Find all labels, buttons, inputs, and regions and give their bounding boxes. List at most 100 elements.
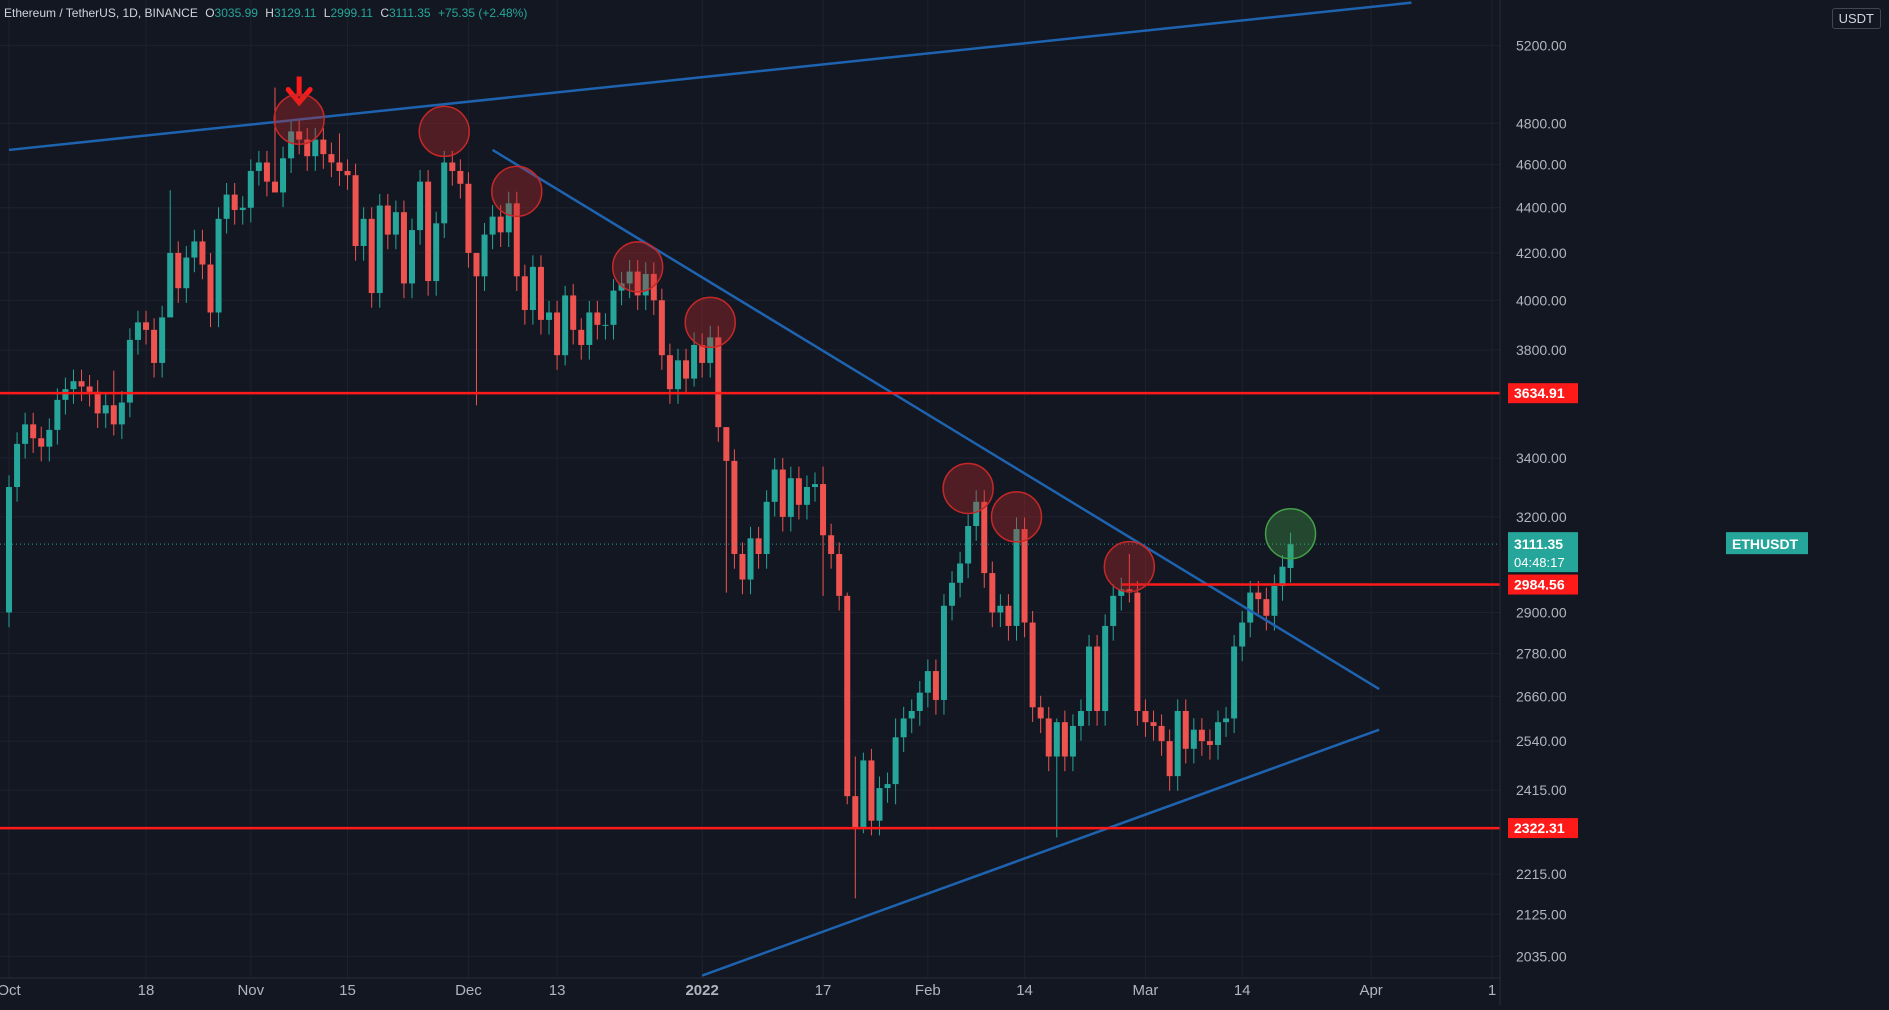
high-label: H <box>265 6 274 20</box>
candle-down <box>828 535 835 554</box>
y-tick-label: 2125.00 <box>1516 906 1567 922</box>
candle-down <box>650 273 657 301</box>
candle-up <box>6 487 12 613</box>
candle-up <box>860 760 867 830</box>
candle-up <box>747 538 754 580</box>
candle-down <box>263 162 270 182</box>
arrow-down-icon <box>285 76 313 107</box>
candle-down <box>723 427 730 461</box>
candle-up <box>126 339 133 403</box>
y-tick-label: 5200.00 <box>1516 38 1567 54</box>
candle-up <box>1013 529 1020 626</box>
candle-up <box>1069 725 1076 757</box>
candle-down <box>1094 646 1101 712</box>
candle-down <box>384 205 391 235</box>
candle-down <box>465 183 472 253</box>
trendline-descending-resistance[interactable] <box>491 148 1380 691</box>
candle-up <box>191 241 198 258</box>
symbol-legend: Ethereum / TetherUS, 1D, BINANCE O3035.9… <box>4 6 527 20</box>
x-tick-label: Feb <box>915 982 941 999</box>
candle-up <box>965 526 972 564</box>
candle-up <box>288 131 295 159</box>
candle-up <box>787 478 794 517</box>
candle-down <box>1021 529 1028 623</box>
candle-down <box>400 212 407 284</box>
trendline-upper-channel[interactable] <box>8 1 1412 152</box>
currency-button[interactable]: USDT <box>1831 8 1881 29</box>
x-tick-label: 18 <box>138 982 155 999</box>
candle-down <box>820 484 827 536</box>
candle-up <box>54 399 61 430</box>
candle-up <box>940 605 947 700</box>
red-circle-marker <box>418 105 470 158</box>
candle-up <box>916 692 923 712</box>
x-tick-label: 1 <box>1488 982 1496 999</box>
candle-up <box>1174 711 1181 777</box>
candle-down <box>78 381 85 387</box>
level-label-bg <box>1508 574 1578 595</box>
candle-up <box>1239 622 1246 647</box>
open-value: 3035.99 <box>214 6 258 20</box>
level-label: 2322.31 <box>1514 820 1565 836</box>
x-tick-label: 14 <box>1016 982 1033 999</box>
x-tick-label: Apr <box>1359 982 1382 999</box>
red-circle-marker <box>684 296 736 349</box>
price-axis[interactable]: 5200.00 4800.00 4600.00 4400.00 4200.00 4000.… <box>1499 0 1808 1005</box>
last-price-badge <box>1508 532 1578 573</box>
candle-down <box>570 295 577 330</box>
candle-up <box>546 312 553 320</box>
candle-up <box>771 469 778 502</box>
x-tick-label: Dec <box>455 982 482 999</box>
candle-down <box>86 386 93 392</box>
candle-down <box>497 216 504 233</box>
candle-down <box>231 194 238 210</box>
y-tick-label: 2540.00 <box>1516 733 1567 749</box>
symbol-name: Ethereum / TetherUS, 1D, BINANCE <box>4 6 198 20</box>
candle-up <box>1077 711 1084 726</box>
candle-up <box>409 230 415 284</box>
candle-up <box>803 487 810 505</box>
y-tick-label: 4200.00 <box>1516 245 1567 261</box>
y-tick-label: 4400.00 <box>1516 200 1567 216</box>
candle-down <box>110 405 117 425</box>
candle-down <box>868 760 875 821</box>
y-tick-label: 4000.00 <box>1516 292 1567 308</box>
candle-down <box>1166 741 1173 777</box>
time-axis[interactable]: Oct 18 Nov 15 Dec 13 2022 17 Feb 14 Mar 14 Apr 1 <box>0 977 1500 999</box>
x-tick-label: 2022 <box>685 982 718 999</box>
candle-up <box>997 605 1004 613</box>
symbol-tag: ETHUSDT <box>1732 536 1799 552</box>
candle-up <box>417 181 424 231</box>
candles <box>6 87 1294 899</box>
candle-up <box>602 324 609 326</box>
candle-up <box>618 283 625 291</box>
candle-up <box>392 212 399 235</box>
candle-up <box>626 271 633 284</box>
y-tick-label: 3800.00 <box>1516 342 1567 358</box>
y-tick-label: 3200.00 <box>1516 509 1567 525</box>
candle-down <box>1263 599 1270 616</box>
candle-up <box>247 170 254 208</box>
candle-down <box>207 264 214 313</box>
trendline-ascending-support[interactable] <box>701 728 1380 977</box>
candle-up <box>876 788 883 821</box>
open-label: O <box>205 6 215 20</box>
candle-up <box>22 424 29 444</box>
candle-down <box>795 478 802 505</box>
candle-up <box>159 317 166 363</box>
arrow-head <box>285 87 313 107</box>
candle-down <box>554 312 561 356</box>
candle-down <box>755 538 762 554</box>
high-value: 3129.11 <box>273 6 317 20</box>
candle-up <box>1223 718 1230 723</box>
candle-down <box>328 154 335 163</box>
candle-down <box>1150 722 1157 726</box>
drawings[interactable] <box>0 1 1500 977</box>
y-tick-label: 4800.00 <box>1516 115 1567 131</box>
candle-up <box>949 582 956 606</box>
candle-down <box>537 266 544 320</box>
last-price-value: 3111.35 <box>1514 536 1563 552</box>
candle-down <box>368 218 375 294</box>
